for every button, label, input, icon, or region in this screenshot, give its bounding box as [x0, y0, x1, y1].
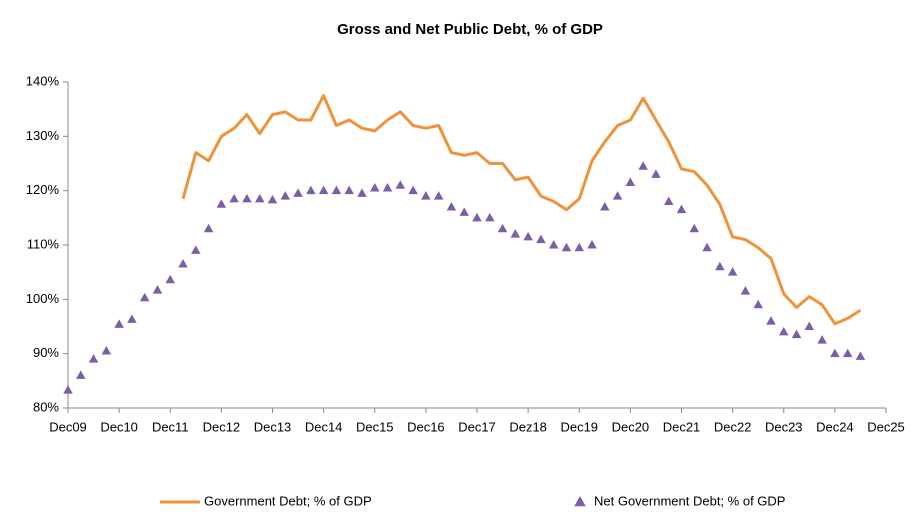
marker	[254, 193, 265, 203]
marker	[370, 182, 380, 192]
x-tick-label: Dec11	[152, 419, 189, 434]
marker	[651, 169, 661, 178]
marker	[625, 177, 636, 187]
marker	[472, 212, 482, 222]
marker	[139, 292, 150, 302]
marker	[536, 234, 546, 244]
marker	[101, 345, 112, 355]
marker	[689, 223, 700, 233]
marker	[766, 316, 776, 325]
marker	[76, 370, 86, 379]
marker	[855, 351, 866, 360]
marker	[612, 191, 623, 200]
marker	[229, 193, 239, 203]
marker	[702, 242, 712, 252]
x-tick-label: Dec13	[254, 419, 292, 434]
marker	[842, 348, 853, 358]
x-tick-label: Dec15	[356, 419, 394, 434]
marker	[395, 180, 406, 189]
legend-label: Net Government Debt; % of GDP	[594, 493, 785, 508]
x-tick-label: Dec22	[714, 419, 752, 434]
marker	[830, 348, 840, 358]
marker	[306, 185, 316, 195]
y-tick-label: 90%	[33, 345, 59, 360]
marker	[280, 191, 291, 200]
x-tick-label: Dec17	[458, 419, 496, 434]
marker	[433, 191, 444, 200]
x-tick-label: Dec24	[816, 419, 854, 434]
x-tick-label: Dec25	[867, 419, 905, 434]
marker	[331, 185, 342, 195]
marker	[791, 329, 802, 339]
marker	[88, 354, 99, 363]
marker	[152, 285, 163, 294]
marker	[127, 314, 137, 323]
marker	[574, 242, 584, 252]
marker	[523, 231, 533, 241]
marker	[715, 261, 725, 271]
marker	[408, 185, 418, 195]
marker	[740, 286, 751, 295]
marker	[804, 321, 815, 330]
line	[181, 94, 862, 326]
marker	[165, 274, 175, 284]
marker	[446, 201, 457, 211]
x-tick-label: Dec10	[100, 419, 138, 434]
marker	[191, 245, 201, 254]
marker	[216, 199, 227, 208]
legend-label: Government Debt; % of GDP	[204, 493, 372, 508]
x-tick-label: Dec23	[765, 419, 803, 434]
marker	[548, 240, 559, 249]
x-tick-label: Dec14	[305, 419, 343, 434]
marker	[63, 385, 73, 394]
marker	[497, 223, 508, 233]
marker	[510, 229, 521, 238]
marker	[267, 194, 278, 204]
chart-title: Gross and Net Public Debt, % of GDP	[337, 21, 603, 38]
y-tick-label: 140%	[26, 73, 60, 88]
marker	[485, 212, 495, 222]
marker	[663, 196, 674, 206]
marker	[587, 240, 597, 249]
marker	[421, 191, 431, 200]
marker	[382, 182, 393, 192]
x-tick-label: Dec12	[203, 419, 241, 434]
x-tick-label: Dec20	[612, 419, 650, 434]
x-tick-label: Dec19	[560, 419, 598, 434]
marker	[459, 207, 469, 216]
x-tick-label: Dec09	[49, 419, 87, 434]
marker	[293, 188, 303, 197]
marker	[727, 267, 738, 276]
marker	[779, 326, 789, 336]
x-tick-label: Dec21	[663, 419, 701, 434]
y-tick-label: 120%	[26, 182, 60, 197]
marker	[753, 299, 763, 309]
marker	[344, 185, 354, 195]
y-tick-label: 100%	[26, 291, 60, 306]
marker	[357, 188, 367, 197]
marker	[817, 335, 827, 344]
y-tick-label: 110%	[27, 236, 60, 251]
marker	[242, 193, 252, 203]
x-tick-label: Dec16	[407, 419, 445, 434]
marker	[114, 319, 124, 328]
marker	[178, 259, 188, 268]
legend-swatch	[574, 496, 586, 507]
y-tick-label: 130%	[26, 128, 60, 143]
x-tick-label: Dez18	[509, 419, 547, 434]
marker	[318, 185, 329, 195]
y-tick-label: 80%	[33, 399, 59, 414]
marker	[203, 223, 214, 233]
marker	[676, 204, 687, 214]
marker	[600, 201, 610, 211]
marker	[638, 161, 648, 170]
marker	[561, 242, 572, 252]
